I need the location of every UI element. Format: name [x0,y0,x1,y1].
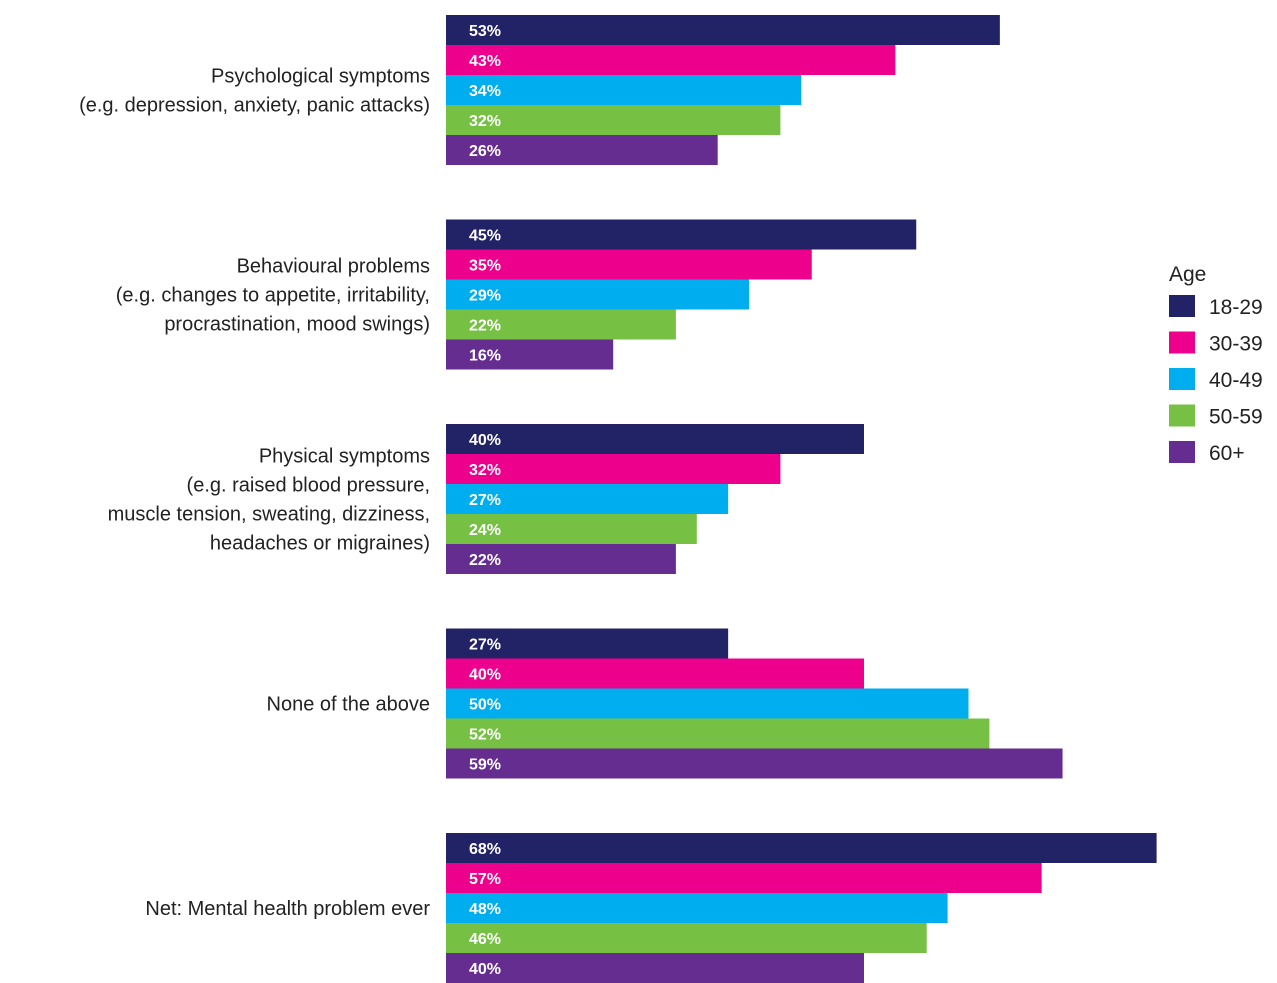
bar-60+-cat1 [446,135,718,165]
bar-value-label: 32% [469,462,501,479]
legend-swatch-18-29 [1169,295,1195,317]
bar-18-29-cat5 [446,833,1157,863]
bar-40-49-cat2 [446,279,750,310]
bar-60+-cat2 [446,339,614,370]
bar-18-29-cat2 [446,219,917,250]
bar-value-label: 50% [469,697,501,714]
bar-30-39-cat1 [446,45,896,75]
bar-30-39-cat3 [446,454,781,484]
legend-swatch-40-49 [1169,368,1195,390]
bar-value-label: 52% [469,727,501,744]
bar-value-label: 26% [469,143,501,160]
bar-value-label: 40% [469,432,501,449]
bar-50-59-cat3 [446,514,697,544]
bar-value-label: 35% [469,258,501,275]
category-label-line: Physical symptoms [259,446,430,468]
category-label-line: (e.g. changes to appetite, irritability, [116,285,430,307]
bar-value-label: 45% [469,228,501,245]
bar-30-39-cat5 [446,863,1042,893]
category-label-line: muscle tension, sweating, dizziness, [108,504,430,526]
legend-swatch-30-39 [1169,331,1195,354]
bar-value-label: 57% [469,871,501,888]
bar-value-label: 40% [469,961,501,978]
bar-value-label: 22% [469,552,501,569]
legend-label: 40-49 [1209,369,1263,392]
legend-label: 60+ [1209,442,1245,465]
category-label-line: Net: Mental health problem ever [145,898,430,920]
legend-label: 50-59 [1209,406,1263,429]
bar-18-29-cat4 [446,628,729,659]
bar-value-label: 46% [469,931,501,948]
bar-60+-cat4 [446,748,1063,779]
category-label-line: Psychological symptoms [211,66,430,88]
category-label-line: (e.g. raised blood pressure, [187,475,430,497]
category-label-line: Behavioural problems [237,256,430,278]
bar-40-49-cat5 [446,893,948,923]
legend-label: 18-29 [1209,296,1263,319]
bar-value-label: 34% [469,83,501,100]
bar-30-39-cat4 [446,658,864,689]
bar-30-39-cat2 [446,249,812,280]
category-label-line: procrastination, mood swings) [164,314,430,336]
bar-40-49-cat3 [446,484,729,514]
bar-60+-cat3 [446,544,676,574]
bar-value-label: 43% [469,53,501,70]
bars-layer: 53% 43% 34% 32% 26% 45% 35% 29% 22% 16% 40% 32% 27% 2… [446,15,1157,983]
bar-value-label: 27% [469,637,501,654]
bar-value-label: 29% [469,288,501,305]
bar-40-49-cat4 [446,688,969,719]
bar-50-59-cat1 [446,105,781,135]
bar-value-label: 24% [469,522,501,539]
bar-18-29-cat3 [446,424,864,454]
bar-18-29-cat1 [446,15,1000,45]
bar-value-label: 68% [469,841,501,858]
bar-50-59-cat2 [446,309,676,340]
bar-value-label: 22% [469,318,501,335]
category-label-line: headaches or migraines) [210,533,430,555]
category-label-line: (e.g. depression, anxiety, panic attacks… [79,95,430,117]
bar-value-label: 48% [469,901,501,918]
legend-swatch-60+ [1169,441,1195,463]
category-label-line: None of the above [267,694,430,716]
bar-value-label: 53% [469,23,501,40]
bar-50-59-cat4 [446,718,990,749]
bar-value-label: 32% [469,113,501,130]
bar-value-label: 59% [469,757,501,774]
category-labels: Psychological symptoms (e.g. depression, … [79,66,430,921]
bar-50-59-cat5 [446,923,927,953]
bar-40-49-cat1 [446,75,802,105]
bar-value-label: 40% [469,667,501,684]
legend-swatch-50-59 [1169,404,1195,427]
bar-value-label: 16% [469,348,501,365]
legend-title: Age [1169,263,1206,286]
legend-label: 30-39 [1209,333,1263,356]
bar-60+-cat5 [446,953,864,983]
bar-value-label: 27% [469,492,501,509]
